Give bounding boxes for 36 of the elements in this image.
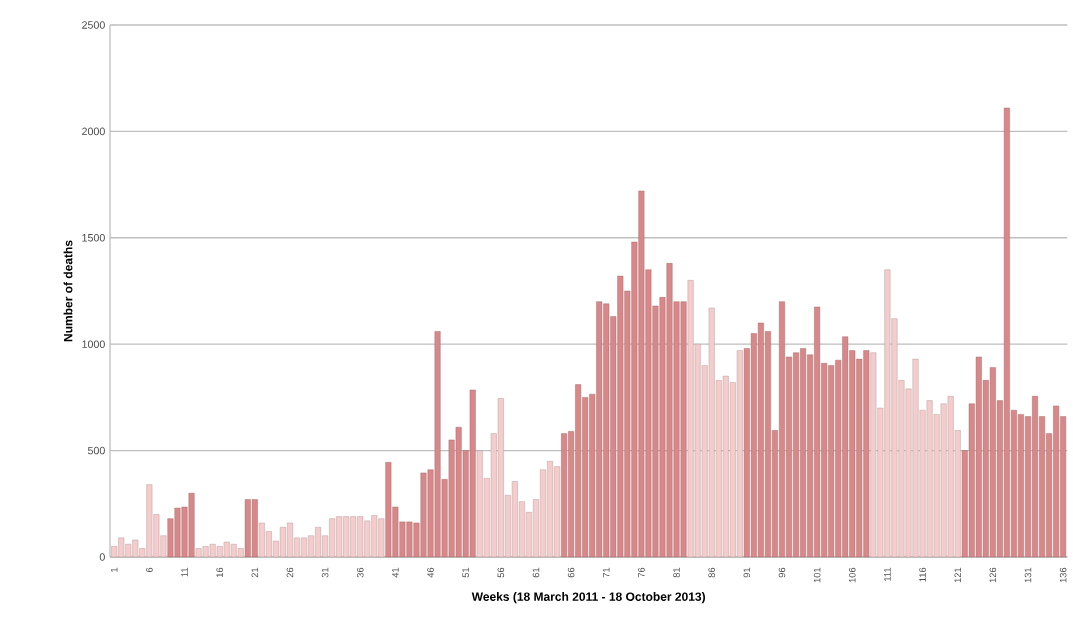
y-tick-label: 0 <box>99 553 105 561</box>
y-tick-label: 2500 <box>82 21 105 29</box>
x-tick-label: 66 <box>567 567 575 578</box>
y-tick-label: 1500 <box>82 234 105 242</box>
y-axis-title: Number of deaths <box>63 240 73 342</box>
y-tick-label: 500 <box>87 446 105 455</box>
x-tick-label: 136 <box>1059 567 1067 583</box>
x-tick-label: 116 <box>919 567 926 582</box>
y-tick-label: 2000 <box>82 127 105 136</box>
x-tick-label: 31 <box>321 567 329 578</box>
x-tick-label: 126 <box>989 567 997 583</box>
x-tick-label: 26 <box>286 567 294 578</box>
x-tick-label: 111 <box>884 567 891 581</box>
x-tick-label: 76 <box>638 567 645 578</box>
x-tick-label: 91 <box>743 567 751 578</box>
x-tick-label: 96 <box>778 567 786 578</box>
y-tick-label: 1000 <box>82 340 105 348</box>
x-tick-label: 101 <box>813 567 821 583</box>
x-tick-label: 11 <box>181 567 188 577</box>
x-tick-label: 106 <box>848 567 856 583</box>
x-axis-title: Weeks (18 March 2011 - 18 October 2013) <box>471 592 705 604</box>
x-tick-label: 56 <box>497 567 505 578</box>
x-tick-label: 1 <box>111 567 118 572</box>
x-tick-label: 61 <box>532 567 540 578</box>
x-tick-label: 131 <box>1024 567 1032 583</box>
x-tick-label: 6 <box>146 567 153 573</box>
x-tick-label: 81 <box>673 567 680 578</box>
x-tick-label: 46 <box>427 567 434 578</box>
x-tick-label: 121 <box>954 567 961 583</box>
x-tick-label: 16 <box>216 567 223 578</box>
x-tick-label: 71 <box>603 567 610 578</box>
x-tick-label: 36 <box>356 567 364 578</box>
x-tick-label: 41 <box>392 567 399 578</box>
x-tick-label: 51 <box>462 567 469 578</box>
x-tick-label: 86 <box>708 567 715 578</box>
x-tick-label: 21 <box>251 567 259 578</box>
